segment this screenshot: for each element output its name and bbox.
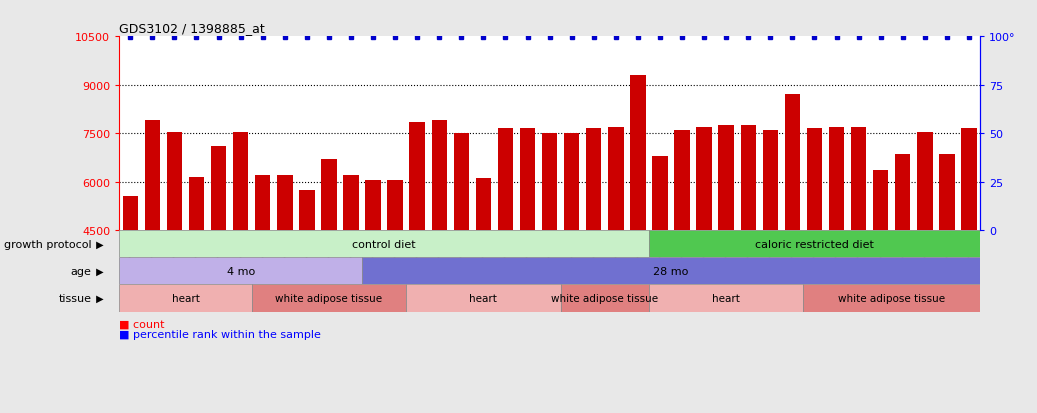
Bar (498, 129, 513, 230)
Bar (542, 134, 557, 230)
Bar (211, 147, 226, 230)
Bar (630, 76, 646, 230)
Bar (119, 230, 649, 258)
Bar (122, 197, 138, 230)
Bar (410, 123, 425, 230)
Bar (343, 176, 359, 230)
Bar (608, 128, 623, 230)
Bar (649, 285, 804, 312)
Bar (144, 121, 160, 230)
Bar (807, 129, 822, 230)
Bar (431, 121, 447, 230)
Text: caloric restricted diet: caloric restricted diet (755, 239, 874, 249)
Text: 4 mo: 4 mo (226, 266, 255, 276)
Text: control diet: control diet (353, 239, 416, 249)
Bar (119, 285, 252, 312)
Text: age: age (71, 266, 91, 276)
Bar (388, 180, 402, 230)
Bar (940, 155, 955, 230)
Bar (895, 155, 910, 230)
Bar (233, 132, 249, 230)
Bar (804, 285, 980, 312)
Bar (407, 285, 561, 312)
Bar (697, 128, 711, 230)
Text: ■ count: ■ count (119, 319, 165, 329)
Bar (762, 131, 778, 230)
Bar (674, 131, 690, 230)
Bar (277, 176, 292, 230)
Bar (917, 132, 932, 230)
Bar (561, 285, 649, 312)
Bar (873, 171, 889, 230)
Text: ■ percentile rank within the sample: ■ percentile rank within the sample (119, 330, 321, 339)
Bar (586, 129, 601, 230)
Bar (785, 95, 801, 230)
Text: ▶: ▶ (93, 293, 104, 303)
Bar (719, 126, 734, 230)
Bar (961, 129, 977, 230)
Bar (850, 128, 866, 230)
Bar (299, 190, 314, 230)
Text: growth protocol: growth protocol (4, 239, 91, 249)
Bar (649, 230, 980, 258)
Bar (564, 134, 580, 230)
Text: white adipose tissue: white adipose tissue (276, 293, 383, 303)
Text: tissue: tissue (58, 293, 91, 303)
Text: 28 mo: 28 mo (653, 266, 689, 276)
Bar (476, 179, 492, 230)
Bar (167, 132, 183, 230)
Bar (652, 157, 668, 230)
Bar (252, 285, 407, 312)
Text: GDS3102 / 1398885_at: GDS3102 / 1398885_at (119, 21, 265, 35)
Bar (362, 258, 980, 285)
Text: white adipose tissue: white adipose tissue (838, 293, 946, 303)
Bar (119, 258, 362, 285)
Bar (829, 128, 844, 230)
Bar (740, 126, 756, 230)
Text: ▶: ▶ (93, 239, 104, 249)
Text: heart: heart (171, 293, 199, 303)
Bar (365, 180, 381, 230)
Text: heart: heart (470, 293, 498, 303)
Bar (189, 178, 204, 230)
Text: white adipose tissue: white adipose tissue (552, 293, 658, 303)
Bar (255, 176, 271, 230)
Bar (321, 160, 337, 230)
Bar (520, 129, 535, 230)
Bar (453, 134, 469, 230)
Text: ▶: ▶ (93, 266, 104, 276)
Text: heart: heart (712, 293, 740, 303)
